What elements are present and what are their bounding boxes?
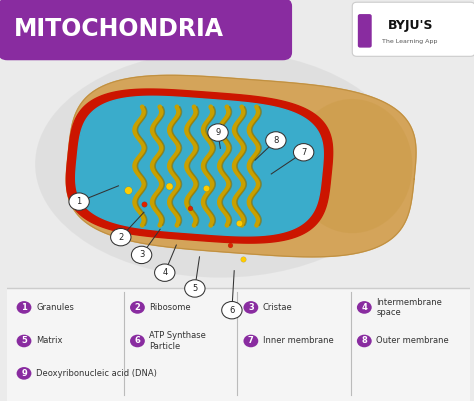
Text: 4: 4: [361, 303, 367, 312]
Circle shape: [244, 301, 258, 314]
Polygon shape: [66, 89, 333, 243]
Text: 5: 5: [21, 336, 27, 346]
Text: 7: 7: [301, 148, 306, 157]
Circle shape: [17, 367, 31, 380]
Polygon shape: [76, 96, 323, 236]
Circle shape: [293, 144, 314, 161]
Text: Cristae: Cristae: [263, 303, 292, 312]
Text: 9: 9: [21, 369, 27, 378]
Circle shape: [222, 302, 242, 319]
Text: 8: 8: [362, 336, 367, 346]
Text: Intermembrane
space: Intermembrane space: [376, 298, 442, 317]
Text: 8: 8: [273, 136, 279, 145]
Text: 6: 6: [135, 336, 140, 346]
Circle shape: [130, 301, 145, 314]
FancyBboxPatch shape: [0, 0, 292, 60]
Text: 9: 9: [215, 128, 220, 137]
Text: Outer membrane: Outer membrane: [376, 336, 449, 346]
Text: 1: 1: [76, 197, 82, 206]
Text: 3: 3: [139, 250, 144, 259]
Text: 1: 1: [21, 303, 27, 312]
Text: 3: 3: [248, 303, 254, 312]
Ellipse shape: [35, 51, 406, 277]
Circle shape: [130, 335, 145, 347]
Circle shape: [131, 246, 152, 263]
Text: Ribosome: Ribosome: [149, 303, 191, 312]
Text: MITOCHONDRIA: MITOCHONDRIA: [14, 17, 224, 41]
Text: 5: 5: [192, 284, 198, 293]
Circle shape: [110, 229, 131, 246]
Text: 2: 2: [118, 233, 123, 242]
Text: Matrix: Matrix: [36, 336, 63, 346]
Circle shape: [69, 193, 89, 210]
Text: ATP Synthase
Particle: ATP Synthase Particle: [149, 331, 206, 351]
Text: Inner membrane: Inner membrane: [263, 336, 334, 346]
Text: Deoxyribonucleic acid (DNA): Deoxyribonucleic acid (DNA): [36, 369, 157, 378]
Circle shape: [244, 335, 258, 347]
Text: The Learning App: The Learning App: [383, 39, 438, 44]
Circle shape: [357, 301, 372, 314]
Polygon shape: [66, 75, 416, 257]
FancyBboxPatch shape: [352, 2, 474, 56]
Circle shape: [17, 335, 31, 347]
Circle shape: [208, 124, 228, 141]
FancyBboxPatch shape: [8, 288, 470, 401]
Circle shape: [357, 335, 372, 347]
Text: BYJU'S: BYJU'S: [387, 19, 433, 32]
Text: 6: 6: [229, 306, 235, 315]
Text: 7: 7: [248, 336, 254, 346]
FancyBboxPatch shape: [358, 14, 372, 48]
Circle shape: [155, 264, 175, 282]
Circle shape: [266, 132, 286, 149]
Text: Granules: Granules: [36, 303, 74, 312]
Ellipse shape: [292, 99, 412, 233]
Circle shape: [17, 301, 31, 314]
Text: 4: 4: [162, 268, 167, 277]
Circle shape: [185, 280, 205, 297]
Text: 2: 2: [135, 303, 140, 312]
